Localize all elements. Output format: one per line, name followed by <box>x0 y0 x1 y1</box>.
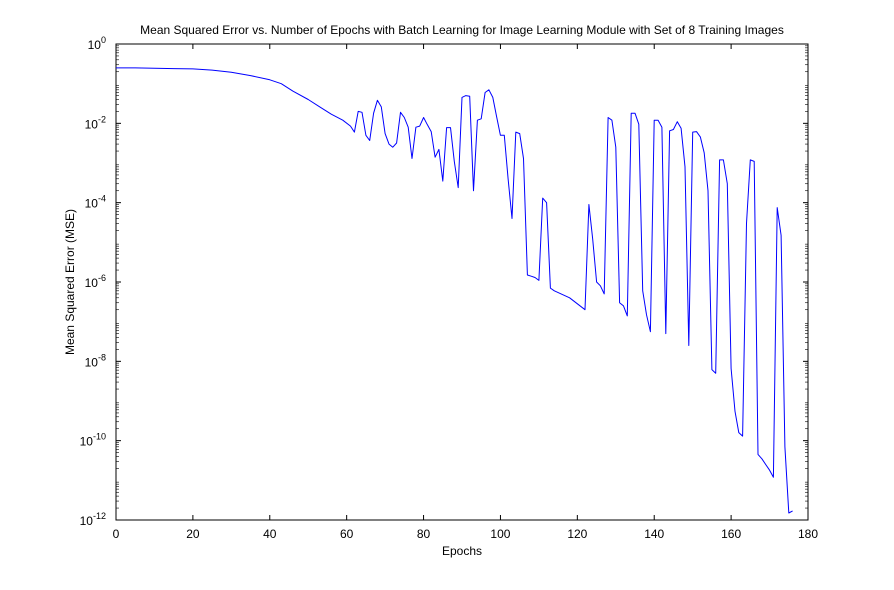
chart-title: Mean Squared Error vs. Number of Epochs … <box>140 23 784 37</box>
x-tick-label: 60 <box>340 527 354 541</box>
x-tick-label: 100 <box>490 527 510 541</box>
x-tick-label: 160 <box>721 527 741 541</box>
y-axis-label: Mean Squared Error (MSE) <box>63 209 77 355</box>
x-tick-label: 120 <box>567 527 587 541</box>
x-tick-label: 180 <box>798 527 818 541</box>
plot-area <box>115 43 809 521</box>
series-group <box>116 67 793 514</box>
x-tick-label: 80 <box>417 527 431 541</box>
x-tick-label: 0 <box>113 527 120 541</box>
mse-series-line <box>116 67 793 514</box>
x-tick-label: 20 <box>186 527 200 541</box>
x-tick-label: 140 <box>644 527 664 541</box>
x-tick-label: 40 <box>263 527 277 541</box>
x-axis-label: Epochs <box>442 544 482 558</box>
x-axis-ticks: 0 20 40 60 80 100 120 140 160 180 <box>113 44 818 541</box>
